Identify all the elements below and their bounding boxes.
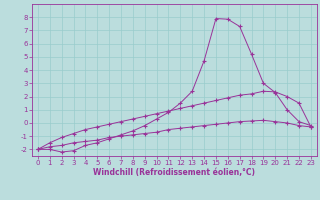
X-axis label: Windchill (Refroidissement éolien,°C): Windchill (Refroidissement éolien,°C) <box>93 168 255 177</box>
